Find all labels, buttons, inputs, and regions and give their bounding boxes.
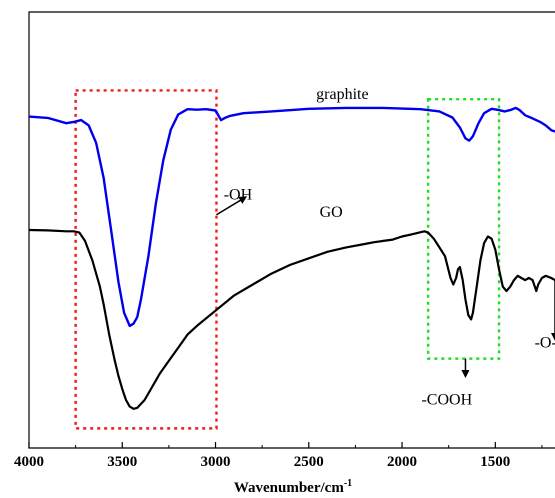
- highlight-boxes: [74, 89, 501, 430]
- series-lines: [28, 106, 555, 410]
- annotation-go: GO: [320, 204, 343, 221]
- annotation-arrows: [216, 196, 555, 379]
- x-axis-title-superscript: -1: [344, 478, 352, 489]
- plot-frame: [28, 11, 555, 449]
- oh-region-box: [74, 89, 218, 430]
- plot-area: [28, 11, 555, 449]
- cooh-region-box: [426, 97, 501, 360]
- x-tick-label: 3000: [201, 454, 231, 470]
- annotation-cooh: -COOH: [421, 391, 472, 408]
- x-axis-title-text: Wavenumber/cm: [234, 480, 344, 496]
- series-line-graphite: [28, 106, 555, 328]
- annotation-oh: -OH: [224, 186, 253, 203]
- x-tick-label: 2500: [294, 454, 324, 470]
- annotations: graphite GO -OH -COOH -O-: [224, 86, 555, 408]
- x-tick-label: 2000: [387, 454, 417, 470]
- series-line-go: [28, 228, 555, 410]
- x-tick-label: 3500: [107, 454, 137, 470]
- x-axis-title: Wavenumber/cm-1: [234, 478, 352, 496]
- annotation-graphite: graphite: [316, 86, 368, 103]
- x-tick-label: 4000: [14, 454, 44, 470]
- x-axis: 4000 3500 3000 2500 2000 1500: [14, 442, 543, 470]
- x-tick-label: 1500: [480, 454, 510, 470]
- annotation-o: -O-: [535, 335, 555, 352]
- oh-arrow: [216, 196, 248, 216]
